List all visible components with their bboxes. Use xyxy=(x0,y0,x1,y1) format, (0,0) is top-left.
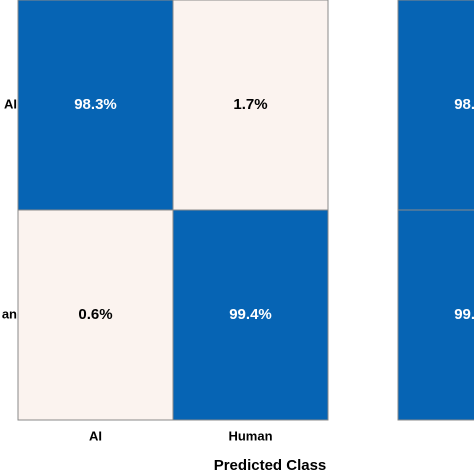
heatmap-cell xyxy=(17,0,174,211)
cell-label: 1.7% xyxy=(233,96,267,113)
heatmap-cell xyxy=(397,0,474,211)
y-tick-label: AI xyxy=(4,96,17,111)
y-tick-label: an xyxy=(2,306,17,321)
x-tick-label: Human xyxy=(228,428,272,443)
x-axis-title: Predicted Class xyxy=(214,457,327,474)
cell-label: 99.4% xyxy=(229,306,272,323)
cell-label: 98.3% xyxy=(454,96,474,113)
cell-label: 98.3% xyxy=(74,96,117,113)
cell-label: 99.4% xyxy=(454,306,474,323)
heatmap-cell xyxy=(17,209,174,421)
heatmap-cell xyxy=(172,0,329,211)
heatmap-cell xyxy=(397,209,474,421)
x-tick-label: AI xyxy=(89,428,102,443)
cell-label: 0.6% xyxy=(78,306,112,323)
heatmap-cell xyxy=(172,209,329,421)
